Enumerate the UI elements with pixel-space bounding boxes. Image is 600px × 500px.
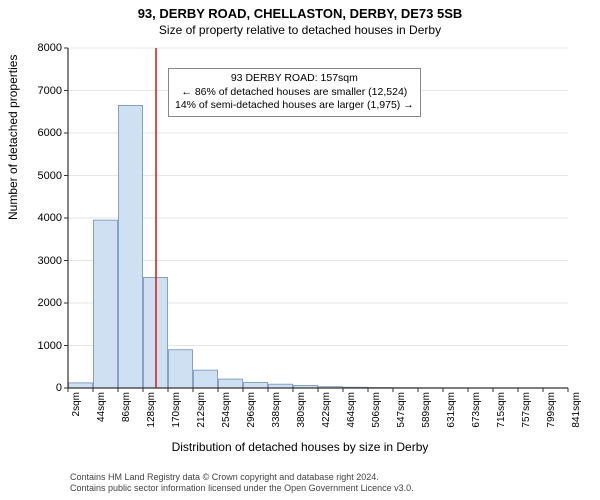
annotation-line-3: 14% of semi-detached houses are larger (… [175,99,414,113]
x-tick-label: 254sqm [221,392,232,428]
histogram-bar [94,220,118,388]
annotation-line-2: ← 86% of detached houses are smaller (12… [175,86,414,100]
histogram-bar [119,105,143,388]
y-tick-label: 3000 [38,255,62,267]
x-tick-label: 757sqm [521,392,532,428]
y-tick-label: 4000 [38,212,62,224]
x-tick-label: 464sqm [346,392,357,428]
x-tick-label: 799sqm [546,392,557,428]
y-tick-label: 0 [56,382,62,394]
histogram-bar [194,370,218,388]
x-tick-label: 296sqm [246,392,257,428]
y-tick-label: 1000 [38,340,62,352]
x-tick-label: 380sqm [296,392,307,428]
x-tick-label: 170sqm [171,392,182,428]
x-tick-label: 547sqm [396,392,407,428]
histogram-bar [219,379,243,388]
x-tick-label: 673sqm [471,392,482,428]
x-tick-label: 715sqm [496,392,507,428]
x-tick-label: 841sqm [571,392,582,428]
histogram-bar [244,382,268,388]
y-tick-label: 5000 [38,170,62,182]
x-tick-label: 338sqm [271,392,282,428]
footer-attribution: Contains HM Land Registry data © Crown c… [70,472,414,495]
x-axis-label: Distribution of detached houses by size … [0,440,600,454]
x-tick-label: 631sqm [446,392,457,428]
y-tick-label: 2000 [38,297,62,309]
marker-annotation: 93 DERBY ROAD: 157sqm ← 86% of detached … [168,68,421,117]
y-tick-label: 8000 [38,42,62,54]
y-tick-label: 7000 [38,85,62,97]
chart-area: 93 DERBY ROAD: 157sqm ← 86% of detached … [68,48,568,388]
x-tick-label: 86sqm [121,392,132,422]
x-tick-label: 422sqm [321,392,332,428]
annotation-line-1: 93 DERBY ROAD: 157sqm [175,72,414,86]
footer-line-2: Contains public sector information licen… [70,483,414,494]
histogram-bar [169,350,193,388]
footer-line-1: Contains HM Land Registry data © Crown c… [70,472,414,483]
x-tick-label: 44sqm [96,392,107,422]
x-tick-label: 212sqm [196,392,207,428]
x-tick-label: 506sqm [371,392,382,428]
x-tick-label: 589sqm [421,392,432,428]
y-axis-label: Number of detached properties [6,55,20,220]
y-tick-label: 6000 [38,127,62,139]
histogram-bar [69,383,93,388]
x-tick-label: 2sqm [71,392,82,416]
page-subtitle: Size of property relative to detached ho… [0,21,600,37]
x-tick-label: 128sqm [146,392,157,428]
page-title: 93, DERBY ROAD, CHELLASTON, DERBY, DE73 … [0,0,600,21]
